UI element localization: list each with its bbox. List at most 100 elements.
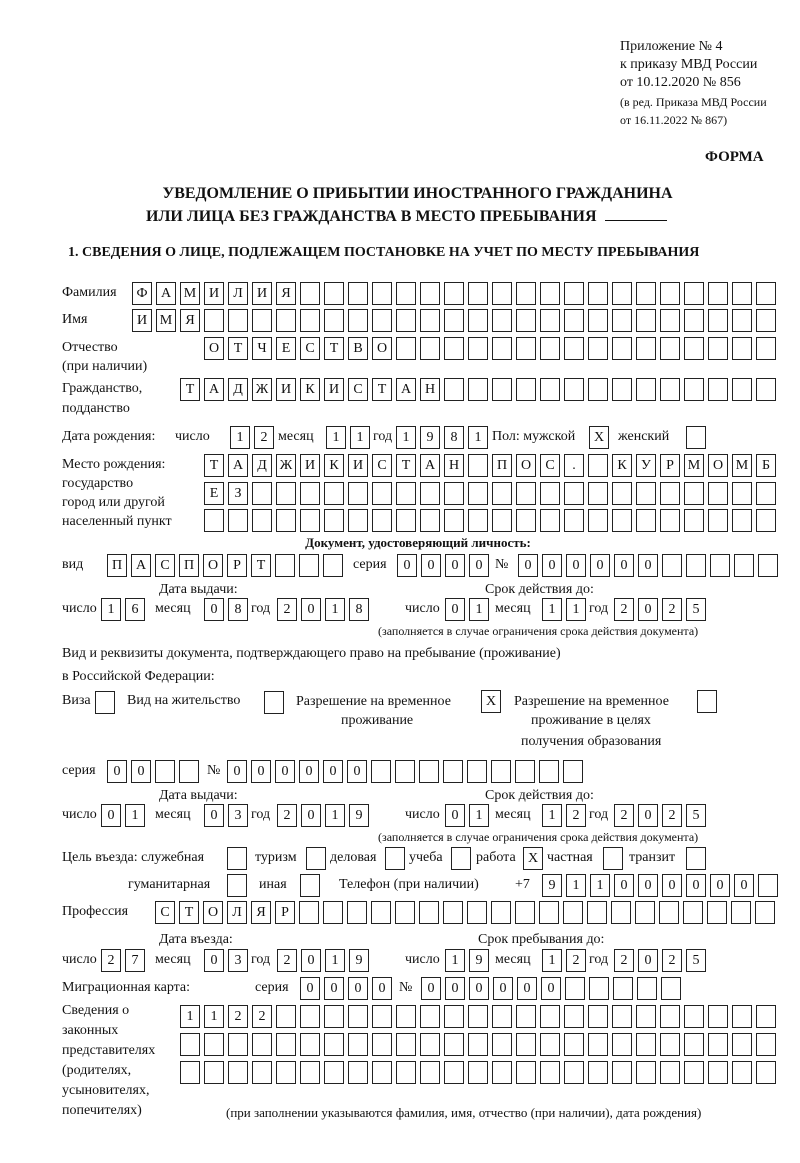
char-cell[interactable]: X (589, 426, 609, 449)
char-cell[interactable]: 0 (347, 760, 367, 783)
char-cell[interactable]: 0 (301, 804, 321, 827)
char-cell[interactable] (348, 1005, 368, 1028)
char-cell[interactable]: 0 (638, 598, 658, 621)
char-cell[interactable]: 0 (590, 554, 610, 577)
char-cell[interactable]: М (732, 454, 752, 477)
char-cell[interactable]: 0 (518, 554, 538, 577)
char-cell[interactable] (324, 482, 344, 505)
char-cell[interactable] (324, 282, 344, 305)
char-cell[interactable] (540, 337, 560, 360)
char-cell[interactable] (323, 901, 343, 924)
char-cell[interactable] (204, 509, 224, 532)
char-cell[interactable] (686, 847, 706, 870)
char-cell[interactable] (612, 1005, 632, 1028)
char-cell[interactable] (204, 1033, 224, 1056)
char-cell[interactable] (396, 337, 416, 360)
char-cell[interactable]: И (252, 282, 272, 305)
char-cell[interactable] (732, 1005, 752, 1028)
char-cell[interactable]: Ж (276, 454, 296, 477)
char-cell[interactable]: И (348, 454, 368, 477)
char-cell[interactable]: 0 (300, 977, 320, 1000)
char-cell[interactable]: 5 (686, 949, 706, 972)
char-cell[interactable] (395, 901, 415, 924)
char-cell[interactable] (324, 1061, 344, 1084)
char-cell[interactable] (276, 509, 296, 532)
char-cell[interactable] (491, 901, 511, 924)
char-cell[interactable] (588, 309, 608, 332)
char-cell[interactable]: Р (227, 554, 247, 577)
char-cell[interactable] (636, 1061, 656, 1084)
char-cell[interactable] (540, 1061, 560, 1084)
char-cell[interactable]: К (612, 454, 632, 477)
char-cell[interactable]: 0 (614, 874, 634, 897)
char-cell[interactable] (515, 760, 535, 783)
char-cell[interactable] (348, 1061, 368, 1084)
char-cell[interactable] (306, 847, 326, 870)
char-cell[interactable] (563, 760, 583, 783)
char-cell[interactable] (300, 309, 320, 332)
char-cell[interactable] (732, 282, 752, 305)
char-cell[interactable] (468, 337, 488, 360)
char-cell[interactable] (684, 509, 704, 532)
char-cell[interactable]: 1 (180, 1005, 200, 1028)
char-cell[interactable] (612, 509, 632, 532)
char-cell[interactable]: 1 (469, 804, 489, 827)
char-cell[interactable] (755, 901, 775, 924)
char-cell[interactable] (420, 309, 440, 332)
char-cell[interactable]: 1 (326, 426, 346, 449)
char-cell[interactable]: П (492, 454, 512, 477)
char-cell[interactable]: 1 (396, 426, 416, 449)
char-cell[interactable] (710, 554, 730, 577)
char-cell[interactable]: А (156, 282, 176, 305)
char-cell[interactable] (420, 1061, 440, 1084)
char-cell[interactable]: 2 (101, 949, 121, 972)
char-cell[interactable] (372, 309, 392, 332)
char-cell[interactable]: 1 (350, 426, 370, 449)
char-cell[interactable]: И (132, 309, 152, 332)
char-cell[interactable]: С (348, 378, 368, 401)
char-cell[interactable] (419, 901, 439, 924)
char-cell[interactable] (396, 509, 416, 532)
char-cell[interactable] (420, 1005, 440, 1028)
char-cell[interactable]: 0 (301, 949, 321, 972)
char-cell[interactable] (444, 1005, 464, 1028)
char-cell[interactable] (444, 378, 464, 401)
char-cell[interactable]: 2 (614, 949, 634, 972)
char-cell[interactable] (565, 977, 585, 1000)
char-cell[interactable] (95, 691, 115, 714)
char-cell[interactable]: И (300, 454, 320, 477)
char-cell[interactable] (228, 509, 248, 532)
char-cell[interactable]: 2 (662, 598, 682, 621)
char-cell[interactable]: Т (204, 454, 224, 477)
char-cell[interactable] (683, 901, 703, 924)
char-cell[interactable]: 0 (710, 874, 730, 897)
char-cell[interactable]: 9 (349, 949, 369, 972)
char-cell[interactable] (299, 554, 319, 577)
char-cell[interactable]: 2 (566, 804, 586, 827)
char-cell[interactable]: А (204, 378, 224, 401)
char-cell[interactable]: А (396, 378, 416, 401)
char-cell[interactable]: Е (204, 482, 224, 505)
char-cell[interactable]: 0 (614, 554, 634, 577)
char-cell[interactable]: Я (180, 309, 200, 332)
char-cell[interactable] (588, 282, 608, 305)
char-cell[interactable]: С (372, 454, 392, 477)
char-cell[interactable]: 1 (101, 598, 121, 621)
char-cell[interactable]: X (523, 847, 543, 870)
char-cell[interactable]: И (324, 378, 344, 401)
char-cell[interactable] (540, 1005, 560, 1028)
char-cell[interactable] (396, 282, 416, 305)
char-cell[interactable] (443, 901, 463, 924)
char-cell[interactable]: 9 (349, 804, 369, 827)
char-cell[interactable] (636, 337, 656, 360)
char-cell[interactable] (228, 309, 248, 332)
char-cell[interactable]: 3 (228, 949, 248, 972)
char-cell[interactable]: О (203, 554, 223, 577)
char-cell[interactable] (300, 1061, 320, 1084)
char-cell[interactable]: 0 (566, 554, 586, 577)
char-cell[interactable] (636, 1033, 656, 1056)
char-cell[interactable] (444, 1033, 464, 1056)
char-cell[interactable]: О (204, 337, 224, 360)
char-cell[interactable]: 0 (734, 874, 754, 897)
char-cell[interactable] (684, 282, 704, 305)
